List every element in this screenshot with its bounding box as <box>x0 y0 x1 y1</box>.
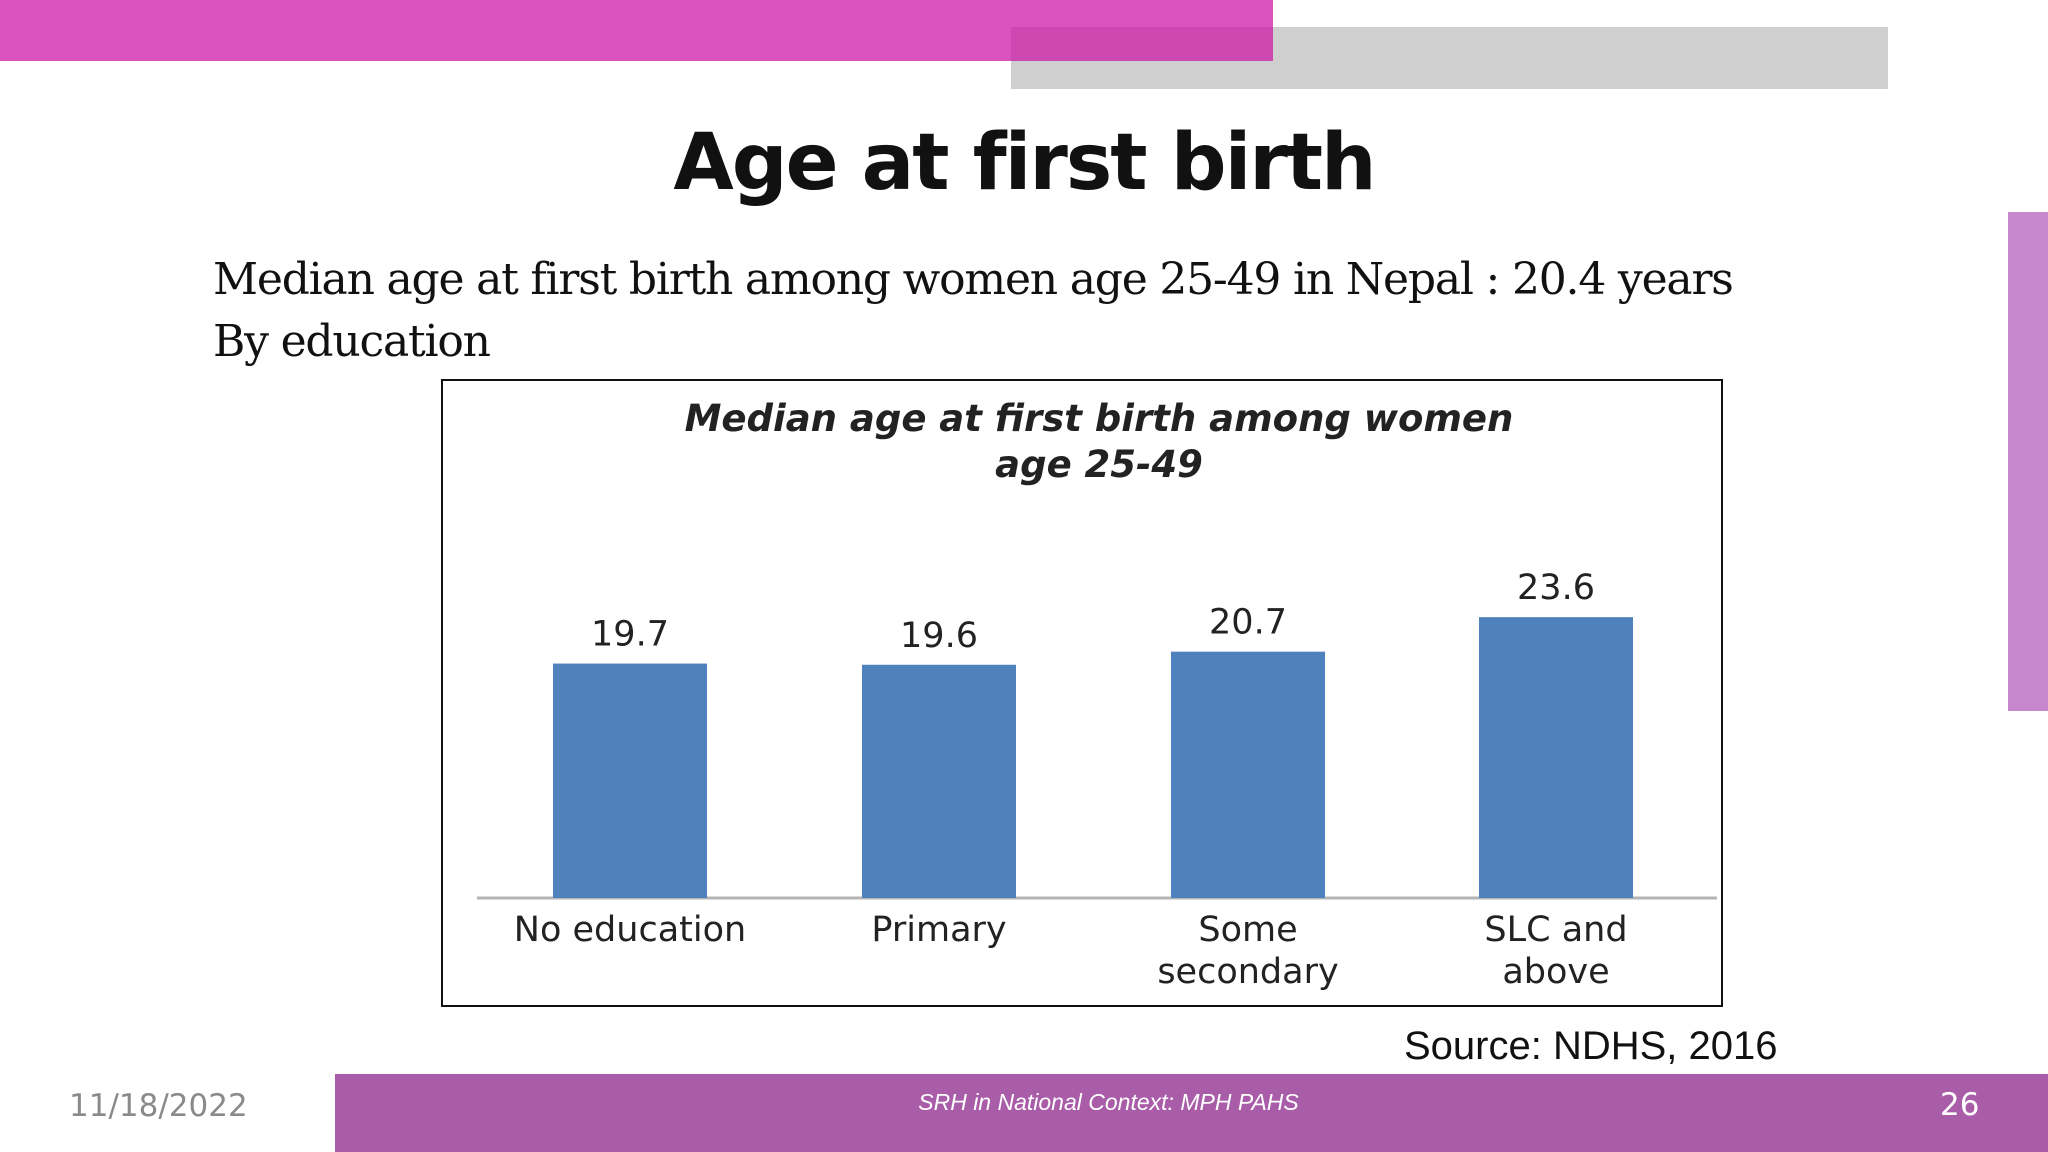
source-note: Source: NDHS, 2016 <box>1404 1024 1778 1068</box>
data-label: 23.6 <box>1517 568 1595 608</box>
data-label: 19.6 <box>900 616 978 656</box>
summary-line: Median age at first birth among women ag… <box>213 254 1734 305</box>
right-side-bar <box>2008 212 2048 711</box>
footer-date: 11/18/2022 <box>69 1088 248 1124</box>
bar <box>1479 617 1633 898</box>
top-accent-overlap <box>1011 27 1273 61</box>
category-label: secondary <box>1157 952 1338 992</box>
slide-title: Age at first birth <box>673 118 1376 208</box>
category-label: SLC and <box>1484 910 1627 950</box>
chart-title-line: Median age at first birth among women <box>685 397 1514 440</box>
data-label: 20.7 <box>1209 603 1287 643</box>
bar-chart: Median age at first birth among womenage… <box>477 397 1717 992</box>
category-label: Primary <box>871 910 1006 950</box>
category-label: above <box>1502 952 1609 992</box>
bar <box>1171 651 1325 898</box>
bar <box>553 663 707 898</box>
footer-caption: SRH in National Context: MPH PAHS <box>918 1089 1299 1115</box>
data-label: 19.7 <box>591 615 669 655</box>
bar <box>862 664 1016 898</box>
page-number: 26 <box>1940 1087 1980 1123</box>
by-education-line: By education <box>213 316 491 367</box>
footer-bar <box>335 1074 2048 1152</box>
chart-title-line: age 25-49 <box>995 443 1203 486</box>
chart-frame: Median age at first birth among women age… <box>441 379 1723 1007</box>
category-label: No education <box>514 910 746 950</box>
category-label: Some <box>1198 910 1297 950</box>
